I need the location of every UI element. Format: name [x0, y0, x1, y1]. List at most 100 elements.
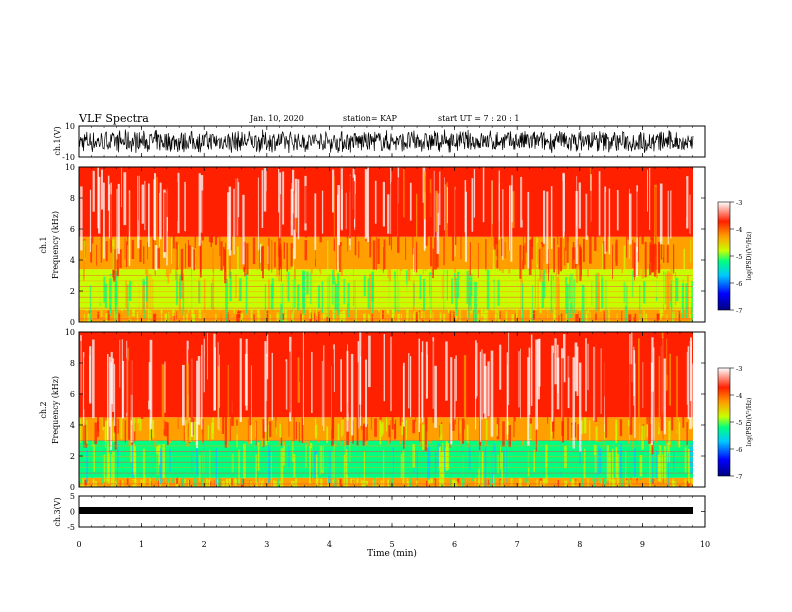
axis-labels: 0 1 2 3 4 5 6 7 8 9 1010-100246810024681050-5ch.1(… — [39, 122, 710, 549]
spectral-streak — [337, 423, 340, 441]
spectral-streak — [225, 478, 229, 487]
spectral-streak — [541, 244, 542, 279]
spectral-streak — [160, 271, 163, 314]
spectral-streak — [121, 167, 122, 208]
spectral-streak — [643, 281, 646, 304]
spectral-streak — [188, 418, 192, 442]
spectral-streak — [337, 185, 340, 246]
spectral-streak — [516, 280, 518, 317]
spectral-streak — [598, 445, 600, 476]
spectral-streak — [354, 280, 356, 320]
spectral-streak — [105, 422, 106, 448]
spectral-streak — [147, 335, 149, 401]
spectral-streak — [278, 191, 280, 258]
spectral-streak — [140, 359, 144, 419]
spectral-streak — [690, 423, 693, 438]
spectral-streak — [103, 344, 105, 427]
spectral-streak — [516, 312, 518, 322]
spectral-streak — [116, 189, 118, 260]
spectral-streak — [416, 273, 418, 298]
spectral-streak — [256, 245, 259, 270]
spectral-streak — [663, 245, 665, 263]
spectral-streak — [558, 311, 560, 322]
spectral-streak — [276, 246, 278, 277]
spectral-streak — [83, 423, 85, 448]
spectral-streak — [440, 455, 442, 476]
spectral-streak — [282, 425, 286, 446]
spectral-streak — [658, 422, 660, 435]
spectral-streak — [255, 311, 258, 322]
spectral-streak — [605, 361, 608, 438]
spectral-streak — [674, 311, 675, 319]
spectral-streak — [503, 449, 505, 471]
spectral-streak — [667, 190, 669, 244]
spectral-streak — [508, 240, 511, 274]
x-tick-label: 1 — [139, 540, 144, 549]
spectral-streak — [277, 454, 280, 487]
spectral-streak — [430, 237, 433, 267]
spectral-streak — [579, 443, 581, 464]
spectral-streak — [319, 446, 321, 475]
spectral-streak — [556, 276, 560, 315]
spectral-streak — [138, 175, 139, 221]
spectral-streak — [97, 361, 99, 432]
spectral-streak — [185, 243, 186, 269]
spectral-streak — [619, 312, 622, 320]
spectral-streak — [639, 241, 640, 264]
spectral-streak — [275, 419, 279, 441]
spectral-streak — [623, 245, 626, 275]
spectral-streak — [120, 418, 123, 440]
spectral-streak — [572, 446, 576, 467]
spectral-streak — [666, 313, 668, 322]
spectral-streak — [521, 422, 525, 446]
spectral-streak — [628, 445, 630, 485]
spectral-streak — [235, 176, 238, 236]
spectral-streak — [292, 169, 295, 214]
spectral-streak — [530, 334, 533, 406]
spectral-streak — [443, 237, 445, 266]
spectral-streak — [576, 346, 579, 396]
spectral-streak — [131, 441, 134, 478]
spectral-streak — [441, 440, 443, 464]
spectral-streak — [100, 478, 102, 487]
spectral-streak — [250, 237, 253, 259]
spectral-streak — [112, 358, 115, 412]
spectral-streak — [363, 451, 365, 487]
spectral-streak — [366, 167, 369, 242]
spectral-streak — [154, 173, 156, 241]
spectral-streak — [305, 444, 307, 468]
spectral-streak — [80, 186, 83, 251]
spectral-streak — [186, 363, 189, 447]
y-tick-label: 10 — [65, 328, 75, 337]
spectral-streak — [100, 190, 102, 263]
spectral-streak — [485, 239, 487, 269]
spectral-streak — [151, 441, 153, 481]
spectral-streak — [399, 311, 401, 322]
spectral-streak — [686, 176, 689, 229]
spectral-streak — [329, 274, 331, 309]
spectral-streak — [469, 478, 472, 487]
spectral-streak — [311, 181, 313, 237]
ch1-waveform-line — [78, 129, 694, 154]
spectral-streak — [603, 453, 606, 487]
spectral-streak — [397, 449, 400, 478]
spectral-streak — [91, 186, 94, 244]
spectral-streak — [670, 441, 673, 479]
spectral-streak — [189, 479, 191, 487]
spectral-streak — [629, 364, 633, 435]
spectral-streak — [453, 311, 456, 322]
spectral-streak — [86, 420, 88, 444]
spectral-streak — [237, 182, 240, 218]
spectral-streak — [269, 449, 272, 480]
spectral-streak — [497, 279, 501, 306]
spectral-streak — [150, 273, 152, 318]
spectral-streak — [152, 279, 154, 313]
spectral-streak — [103, 182, 105, 259]
spectral-streak — [463, 447, 465, 486]
spectral-streak — [274, 358, 277, 412]
spectral-streak — [188, 239, 189, 267]
spectral-streak — [408, 481, 410, 487]
spectral-streak — [525, 187, 527, 253]
x-tick-label: 9 — [640, 540, 645, 549]
spectral-streak — [427, 420, 430, 441]
